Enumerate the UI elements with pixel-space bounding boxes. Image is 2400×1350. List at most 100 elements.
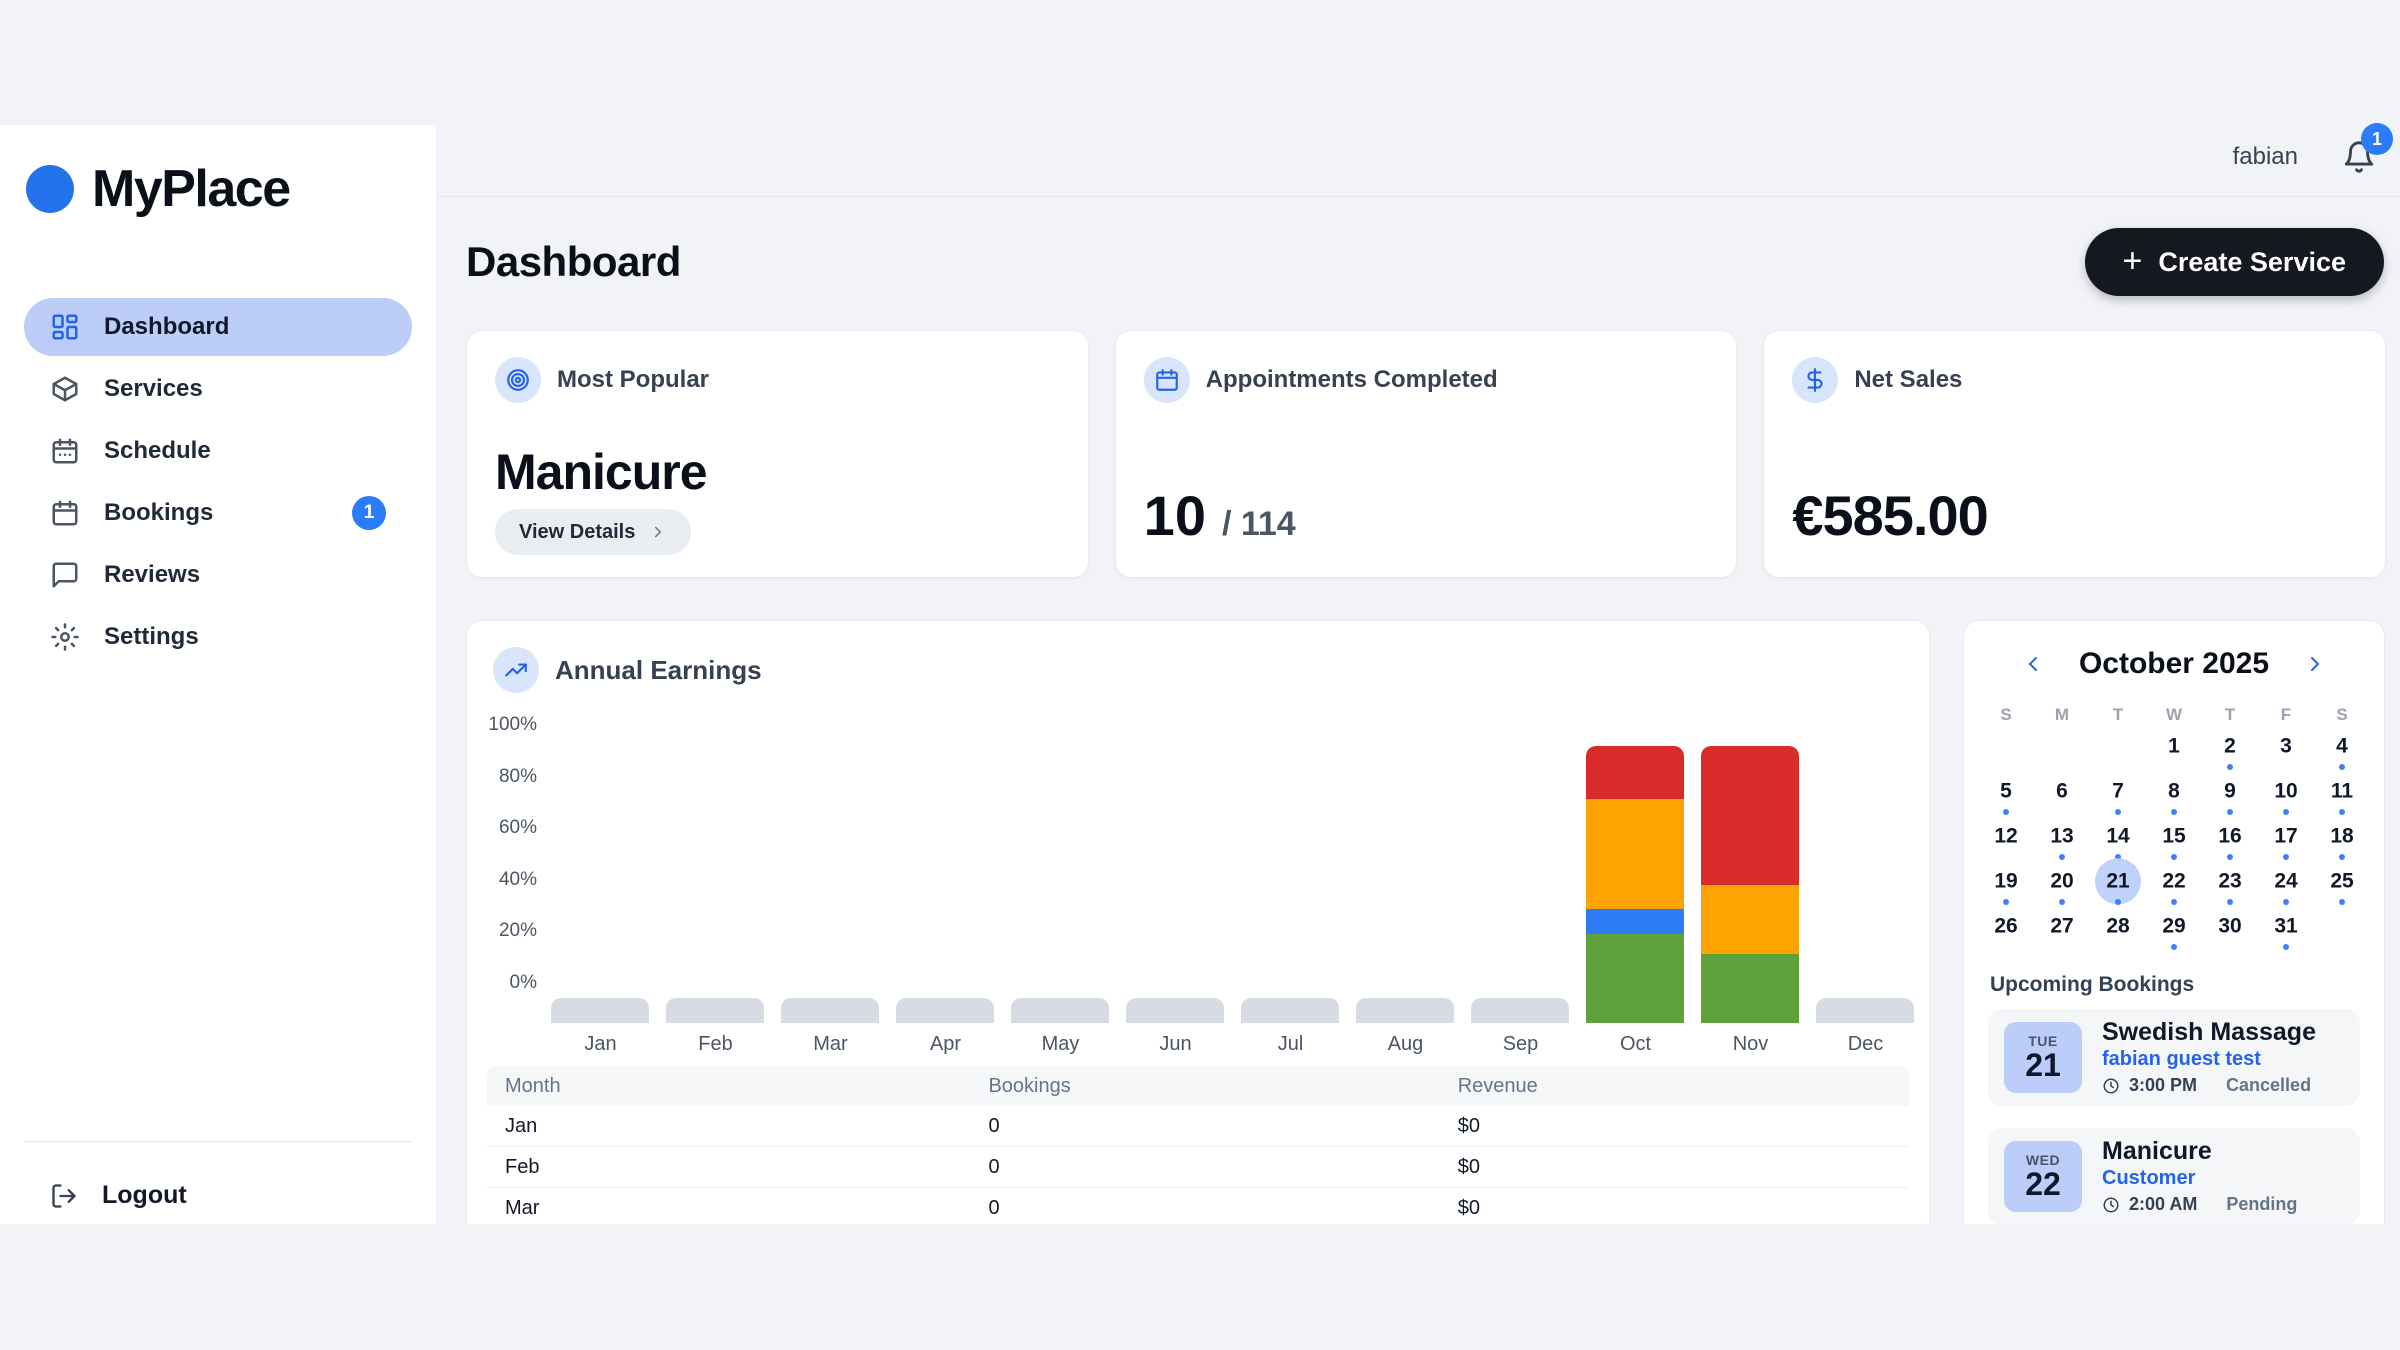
x-axis-label: Feb	[698, 1033, 733, 1055]
calendar-day-number: 31	[2274, 913, 2298, 937]
booking-service-name: Swedish Massage	[2102, 1017, 2316, 1046]
page-title: Dashboard	[466, 238, 681, 285]
calendar-day-number: 7	[2112, 778, 2124, 802]
calendar-day-20[interactable]: 20	[2034, 862, 2090, 907]
calendar-day-30[interactable]: 30	[2202, 907, 2258, 952]
most-popular-header: Most Popular	[495, 357, 1060, 403]
logout-button[interactable]: Logout	[50, 1181, 187, 1210]
calendar-day-number: 20	[2050, 868, 2074, 892]
empty-month-bar	[781, 998, 879, 1023]
calendar-day-number: 24	[2274, 868, 2298, 892]
booking-weekday: TUE	[2028, 1032, 2058, 1049]
booking-dot	[2339, 899, 2345, 905]
x-axis-label: Aug	[1387, 1033, 1424, 1055]
empty-month-bar	[1241, 998, 1339, 1023]
create-service-button[interactable]: + Create Service	[2084, 228, 2384, 296]
y-axis-tick: 40%	[498, 868, 537, 890]
chevron-right-icon	[649, 523, 667, 541]
x-axis-label: Jan	[584, 1033, 617, 1055]
calendar-day-12[interactable]: 12	[1978, 817, 2034, 862]
calendar-day-14[interactable]: 14	[2090, 817, 2146, 862]
view-details-label: View Details	[519, 520, 636, 543]
calendar-day-7[interactable]: 7	[2090, 772, 2146, 817]
sidebar-item-label: Services	[104, 375, 203, 402]
calendar-day-22[interactable]: 22	[2146, 862, 2202, 907]
calendar-prev-button[interactable]	[2017, 648, 2049, 680]
notifications-button[interactable]: 1	[2342, 123, 2393, 174]
calendar-day-21[interactable]: 21	[2090, 857, 2146, 907]
table-row: Jan 0 $0	[487, 1106, 1909, 1147]
sidebar-item-schedule[interactable]: Schedule	[24, 422, 412, 480]
plus-icon: +	[2122, 241, 2143, 280]
calendar-header: October 2025	[1964, 647, 2384, 681]
empty-month-bar	[1816, 998, 1914, 1023]
calendar-day-27[interactable]: 27	[2034, 907, 2090, 952]
chart-column-nov: Nov	[1693, 621, 1808, 1055]
calendar-month-title: October 2025	[2078, 647, 2270, 680]
calendar-day-18[interactable]: 18	[2314, 817, 2370, 862]
brand-name: MyPlace	[92, 160, 291, 218]
calendar-day-4[interactable]: 4	[2314, 727, 2370, 772]
bar-segment-orange	[1701, 884, 1799, 954]
services-icon	[50, 374, 80, 404]
view-details-button[interactable]: View Details	[495, 509, 692, 555]
booking-dot	[2171, 899, 2177, 905]
appointments-total: / 114	[1221, 505, 1296, 543]
calendar-day-10[interactable]: 10	[2258, 772, 2314, 817]
sidebar-item-dashboard[interactable]: Dashboard	[24, 298, 412, 356]
calendar-day-28[interactable]: 28	[2090, 907, 2146, 952]
calendar-day-8[interactable]: 8	[2146, 772, 2202, 817]
x-axis-label: Oct	[1619, 1033, 1652, 1055]
table-cell: 0	[988, 1196, 1000, 1219]
calendar-day-25[interactable]: 25	[2314, 862, 2370, 907]
schedule-icon	[50, 436, 80, 466]
sidebar-item-settings[interactable]: Settings	[24, 608, 412, 666]
calendar-day-26[interactable]: 26	[1978, 907, 2034, 952]
booking-weekday: WED	[2025, 1151, 2061, 1168]
weekday-label: M	[2054, 705, 2070, 724]
notification-count-badge: 1	[2361, 123, 2393, 155]
calendar-day-24[interactable]: 24	[2258, 862, 2314, 907]
calendar-day-19[interactable]: 19	[1978, 862, 2034, 907]
annual-earnings-header: Annual Earnings	[493, 647, 762, 693]
calendar-day-3[interactable]: 3	[2258, 727, 2314, 772]
calendar-day-13[interactable]: 13	[2034, 817, 2090, 862]
sidebar-item-bookings[interactable]: Bookings 1	[24, 484, 412, 542]
calendar-day-15[interactable]: 15	[2146, 817, 2202, 862]
calendar-day-6[interactable]: 6	[2034, 772, 2090, 817]
settings-icon	[50, 622, 80, 652]
y-axis-tick: 20%	[498, 920, 537, 941]
logout-icon	[50, 1182, 78, 1210]
calendar-day-number: 22	[2162, 868, 2186, 892]
calendar-empty-cell	[1978, 727, 2034, 772]
booking-time: 3:00 PM	[2129, 1075, 2198, 1096]
empty-month-bar	[666, 998, 764, 1023]
stacked-bar	[1586, 746, 1684, 1023]
calendar-day-11[interactable]: 11	[2314, 772, 2370, 817]
booking-day: 21	[2025, 1046, 2061, 1083]
booking-customer-link[interactable]: Customer	[2102, 1167, 2196, 1190]
chart-column-aug: Aug	[1348, 621, 1463, 1055]
calendar-day-9[interactable]: 9	[2202, 772, 2258, 817]
calendar-day-17[interactable]: 17	[2258, 817, 2314, 862]
booking-customer-link[interactable]: fabian guest test	[2102, 1048, 2261, 1071]
calendar-day-number: 2	[2224, 733, 2236, 757]
calendar-day-2[interactable]: 2	[2202, 727, 2258, 772]
calendar-day-29[interactable]: 29	[2146, 907, 2202, 952]
booking-item[interactable]: TUE 21 Swedish Massage fabian guest test 3:0…	[1988, 1009, 2360, 1106]
booking-item[interactable]: WED 22 Manicure Customer 2:00 AM Pending	[1988, 1128, 2360, 1224]
calendar-day-31[interactable]: 31	[2258, 907, 2314, 952]
calendar-day-23[interactable]: 23	[2202, 862, 2258, 907]
calendar-next-button[interactable]	[2299, 648, 2331, 680]
booking-dot	[2227, 764, 2233, 770]
sidebar-item-services[interactable]: Services	[24, 360, 412, 418]
calendar-day-5[interactable]: 5	[1978, 772, 2034, 817]
calendar-day-1[interactable]: 1	[2146, 727, 2202, 772]
sidebar-item-reviews[interactable]: Reviews	[24, 546, 412, 604]
calendar-day-16[interactable]: 16	[2202, 817, 2258, 862]
appointments-value: 10 / 114	[1144, 483, 1296, 548]
calendar-day-number: 18	[2330, 823, 2354, 847]
booking-dot	[2171, 854, 2177, 860]
calendar-day-number: 14	[2106, 823, 2130, 847]
bar-segment-red	[1701, 746, 1799, 885]
